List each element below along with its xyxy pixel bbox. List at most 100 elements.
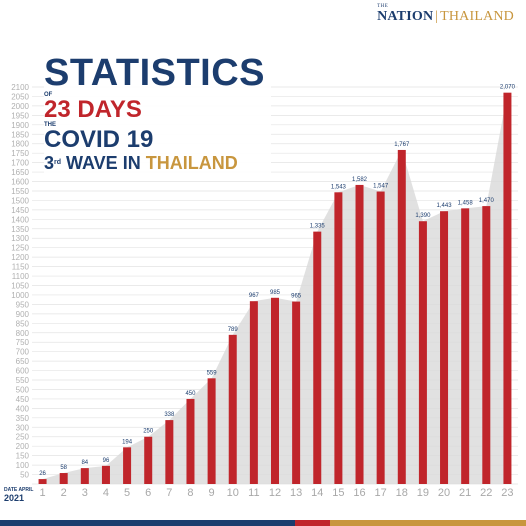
y-tick-label: 100 <box>16 461 30 470</box>
bar <box>292 301 301 484</box>
y-tick-label: 300 <box>16 423 30 432</box>
y-tick-label: 1500 <box>11 196 29 205</box>
x-tick-label: 9 <box>209 487 215 499</box>
bar <box>144 436 153 484</box>
brand-nation: NATION <box>377 9 434 24</box>
x-tick-label: 17 <box>375 487 387 499</box>
y-tick-label: 1650 <box>11 168 29 177</box>
bar <box>249 301 258 484</box>
bar <box>482 206 491 484</box>
value-label: 58 <box>60 465 67 471</box>
y-tick-label: 350 <box>16 414 30 423</box>
x-tick-label: 12 <box>269 487 281 499</box>
bar <box>228 334 237 484</box>
y-tick-label: 1800 <box>11 140 29 149</box>
y-tick-label: 650 <box>16 357 30 366</box>
bar <box>397 149 406 484</box>
bar <box>207 378 216 484</box>
brand-thailand: THAILAND <box>440 9 514 24</box>
value-label: 84 <box>81 460 88 466</box>
bar <box>503 92 512 485</box>
value-label: 789 <box>228 327 239 333</box>
y-tick-label: 700 <box>16 348 30 357</box>
x-tick-label: 21 <box>459 487 471 499</box>
x-tick-label: 10 <box>227 487 239 499</box>
y-tick-label: 150 <box>16 452 30 461</box>
y-tick-label: 800 <box>16 329 30 338</box>
y-tick-label: 1700 <box>11 159 29 168</box>
y-tick-label: 2000 <box>11 102 29 111</box>
y-tick-label: 900 <box>16 310 30 319</box>
y-tick-label: 1450 <box>11 206 29 215</box>
footer-bar-gold <box>330 520 526 526</box>
bar <box>376 191 385 484</box>
date-note: DATE APRIL <box>4 487 34 493</box>
bar <box>80 468 89 484</box>
heading-covid: COVID 19 <box>44 126 154 153</box>
y-tick-label: 1600 <box>11 178 29 187</box>
value-label: 450 <box>185 391 196 397</box>
heading-wave-country: THAILAND <box>145 153 238 173</box>
value-label: 1,335 <box>310 224 326 230</box>
bar <box>101 465 110 484</box>
footer-bar-red <box>295 520 330 526</box>
heading-wave-suffix: rd <box>54 159 62 166</box>
y-tick-label: 1400 <box>11 215 29 224</box>
y-tick-label: 1200 <box>11 253 29 262</box>
value-label: 250 <box>143 429 154 435</box>
bar <box>334 192 343 484</box>
x-tick-label: 15 <box>332 487 344 499</box>
value-label: 1,582 <box>352 177 368 183</box>
bar <box>271 297 279 484</box>
value-labels: 26 58 84 96 194 250 338 450 559 789 967 985 965 1,335… <box>39 85 515 477</box>
x-tick-label: 5 <box>124 487 130 499</box>
y-tick-label: 2050 <box>11 92 29 101</box>
y-tick-label: 1250 <box>11 244 29 253</box>
heading-of: OF <box>44 92 53 98</box>
bar <box>461 208 470 484</box>
y-tick-label: 250 <box>16 433 30 442</box>
y-tick-label: 550 <box>16 376 30 385</box>
y-axis-ticks: 5010015020025030035040045050055060065070… <box>11 83 29 480</box>
value-label: 1,443 <box>437 203 453 209</box>
y-tick-label: 200 <box>16 442 30 451</box>
y-tick-label: 1300 <box>11 234 29 243</box>
x-tick-label: 8 <box>187 487 193 499</box>
x-tick-label: 11 <box>248 487 259 499</box>
y-tick-label: 1750 <box>11 149 29 158</box>
y-tick-label: 1100 <box>12 272 30 281</box>
bar <box>186 398 195 484</box>
value-label: 1,767 <box>394 142 410 148</box>
value-label: 967 <box>249 293 260 299</box>
x-tick-label: 20 <box>438 487 450 499</box>
bar <box>418 221 427 484</box>
x-tick-label: 4 <box>103 487 109 499</box>
value-label: 559 <box>207 370 218 376</box>
y-tick-label: 1150 <box>12 263 30 272</box>
trend-area <box>42 92 508 485</box>
x-tick-label: 16 <box>353 487 365 499</box>
bar <box>355 184 364 484</box>
value-label: 1,390 <box>415 213 431 219</box>
y-tick-label: 500 <box>16 385 30 394</box>
y-tick-label: 2100 <box>11 83 29 92</box>
y-tick-label: 450 <box>16 395 30 404</box>
x-tick-label: 22 <box>480 487 492 499</box>
x-tick-label: 3 <box>82 487 88 499</box>
x-tick-label: 2 <box>61 487 67 499</box>
bar <box>38 479 47 484</box>
value-label: 194 <box>122 439 133 445</box>
bar <box>123 447 132 484</box>
y-tick-label: 1350 <box>11 225 29 234</box>
y-tick-label: 1550 <box>11 187 29 196</box>
y-tick-label: 1850 <box>11 130 29 139</box>
heading-wave-number: 3 <box>44 153 55 173</box>
y-tick-label: 950 <box>16 300 30 309</box>
value-label: 26 <box>39 471 46 477</box>
x-tick-label: 7 <box>166 487 172 499</box>
y-tick-label: 1000 <box>11 291 29 300</box>
value-label: 2,070 <box>500 85 516 91</box>
y-tick-label: 600 <box>16 367 30 376</box>
heading-statistics: STATISTICS <box>44 52 266 94</box>
